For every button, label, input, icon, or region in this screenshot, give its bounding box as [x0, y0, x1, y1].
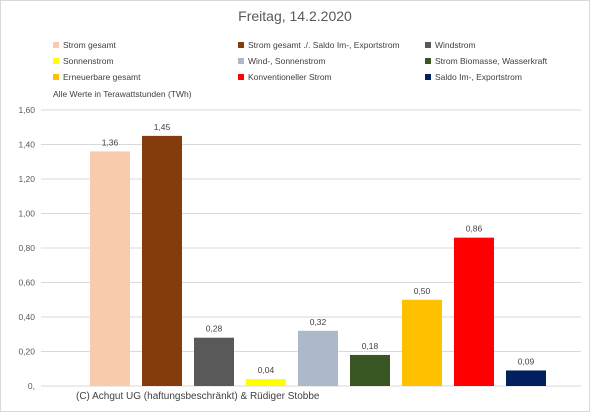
data-label: 0,32 [310, 317, 327, 327]
y-tick-label: 1,40 [18, 140, 35, 150]
legend-label: Windstrom [435, 40, 476, 50]
legend-swatch [425, 41, 431, 48]
bar [298, 330, 338, 386]
bar [506, 370, 546, 386]
data-label: 0,09 [518, 356, 535, 366]
legend-label: Saldo Im-, Exportstrom [435, 72, 522, 82]
bar [402, 299, 442, 386]
legend-swatch [238, 73, 244, 80]
data-label: 0,04 [258, 365, 275, 375]
y-tick-label: 1,00 [18, 209, 35, 219]
data-label: 0,18 [362, 341, 379, 351]
bar [90, 151, 130, 386]
data-label: 0,86 [466, 224, 483, 234]
data-label: 0,50 [414, 286, 431, 296]
y-tick-label: 1,20 [18, 174, 35, 184]
legend-item: Windstrom [425, 39, 476, 51]
bar [142, 135, 182, 386]
legend-swatch [238, 41, 244, 48]
data-label: 1,36 [102, 137, 119, 147]
units-note: Alle Werte in Terawattstunden (TWh) [53, 89, 192, 99]
y-tick-label: 0,40 [18, 312, 35, 322]
y-tick-label: 0, [28, 381, 35, 391]
legend-item: Erneuerbare gesamt [53, 71, 141, 83]
bar [350, 354, 390, 386]
legend-item: Sonnenstrom [53, 55, 114, 67]
legend-label: Wind-, Sonnenstrom [248, 56, 326, 66]
legend-label: Konventioneller Strom [248, 72, 332, 82]
bar [194, 337, 234, 386]
legend-item: Strom gesamt ./. Saldo Im-, Exportstrom [238, 39, 400, 51]
legend-swatch [238, 57, 244, 64]
legend-swatch [425, 57, 431, 64]
legend-item: Wind-, Sonnenstrom [238, 55, 325, 67]
chart-title: Freitag, 14.2.2020 [238, 8, 352, 24]
data-label: 1,45 [154, 122, 171, 132]
y-tick-label: 0,80 [18, 243, 35, 253]
legend-swatch [425, 73, 431, 80]
legend-item: Strom Biomasse, Wasserkraft [425, 55, 547, 67]
data-label: 0,28 [206, 324, 223, 334]
bar [246, 379, 286, 386]
copyright-text: (C) Achgut UG (haftungsbeschränkt) & Rüd… [76, 391, 320, 402]
legend-label: Strom gesamt ./. Saldo Im-, Exportstrom [248, 40, 400, 50]
legend-label: Strom gesamt [63, 40, 116, 50]
legend-swatch [53, 41, 59, 48]
legend-label: Sonnenstrom [63, 56, 114, 66]
legend-item: Konventioneller Strom [238, 71, 332, 83]
y-tick-label: 1,60 [18, 105, 35, 115]
y-tick-label: 0,60 [18, 278, 35, 288]
bar [454, 237, 494, 386]
legend-label: Strom Biomasse, Wasserkraft [435, 56, 548, 66]
legend-swatch [53, 73, 59, 80]
legend-label: Erneuerbare gesamt [63, 72, 141, 82]
legend-item: Strom gesamt [53, 39, 116, 51]
legend-swatch [53, 57, 59, 64]
y-tick-label: 0,20 [18, 347, 35, 357]
legend-item: Saldo Im-, Exportstrom [425, 71, 522, 83]
